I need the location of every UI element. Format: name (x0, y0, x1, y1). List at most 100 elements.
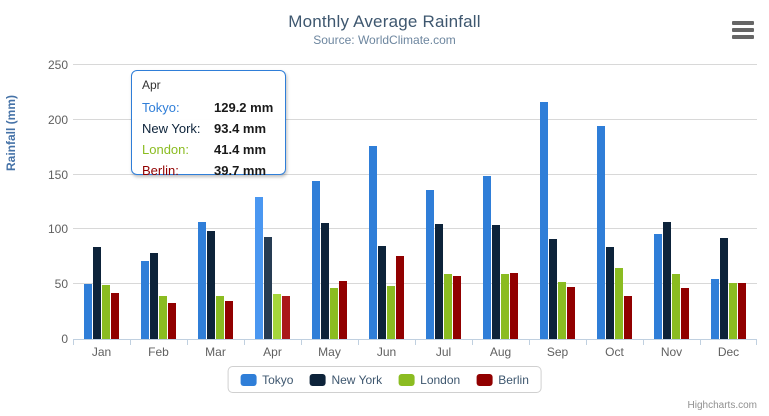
column-london-dec[interactable] (729, 282, 737, 339)
column-new-york-jan[interactable] (93, 247, 101, 339)
y-axis-label: 200 (47, 112, 68, 127)
x-axis-label-may: May (318, 345, 341, 359)
legend-label: Berlin (498, 372, 529, 387)
column-new-york-aug[interactable] (492, 224, 500, 339)
y-axis-label: 150 (47, 167, 68, 182)
gridline (73, 64, 757, 65)
column-new-york-nov[interactable] (663, 222, 671, 339)
bar-group-oct (586, 65, 643, 339)
tooltip-header: Apr (142, 78, 161, 92)
x-axis-tick (529, 340, 530, 345)
x-axis-label-jul: Jul (435, 345, 452, 359)
x-axis-tick (700, 340, 701, 345)
column-new-york-sep[interactable] (549, 239, 557, 339)
column-tokyo-jan[interactable] (84, 284, 92, 339)
column-berlin-may[interactable] (339, 281, 347, 339)
bar-group-dec (700, 65, 757, 339)
column-tokyo-dec[interactable] (711, 279, 719, 339)
legend-label: New York (331, 372, 383, 387)
y-axis-label: 0 (61, 332, 68, 346)
column-new-york-may[interactable] (321, 222, 329, 339)
x-axis-label-dec: Dec (717, 345, 740, 359)
x-axis-tick (586, 340, 587, 345)
column-new-york-mar[interactable] (207, 231, 215, 339)
tooltip-series-label: New York: (142, 121, 201, 136)
column-tokyo-aug[interactable] (483, 176, 491, 339)
y-axis-label: 250 (47, 58, 68, 72)
tooltip-row: New York: 93.4 mm (142, 118, 275, 139)
bar-group-apr (244, 65, 301, 339)
tooltip: Apr Tokyo: 129.2 mm New York: 93.4 mm London… (131, 70, 286, 178)
gridline (73, 118, 757, 120)
x-axis-tick (358, 340, 359, 345)
x-axis-tick (244, 340, 245, 345)
column-berlin-dec[interactable] (738, 283, 746, 339)
column-london-sep[interactable] (558, 281, 566, 339)
column-berlin-jul[interactable] (453, 276, 461, 339)
legend-item-tokyo[interactable]: Tokyo (240, 373, 293, 387)
x-axis-tick (187, 340, 188, 345)
column-new-york-oct[interactable] (606, 247, 614, 339)
column-berlin-oct[interactable] (624, 296, 632, 339)
legend-item-berlin[interactable]: Berlin (476, 373, 529, 387)
column-berlin-jan[interactable] (111, 292, 119, 339)
legend-item-new-york[interactable]: New York (309, 373, 382, 387)
tooltip-series-value: 129.2 mm (214, 100, 274, 115)
export-menu-button[interactable] (730, 19, 756, 41)
bar-group-mar (187, 65, 244, 339)
column-berlin-nov[interactable] (681, 287, 689, 339)
bar-group-may (301, 65, 358, 339)
x-axis-label-nov: Nov (660, 345, 683, 359)
tooltip-series-value: 39.7 mm (214, 163, 267, 178)
hamburger-icon (732, 35, 754, 39)
column-london-apr[interactable] (273, 293, 281, 339)
column-tokyo-feb[interactable] (141, 260, 149, 339)
column-tokyo-apr[interactable] (255, 197, 263, 339)
bar-group-jun (358, 65, 415, 339)
column-london-may[interactable] (330, 287, 338, 339)
column-berlin-apr[interactable] (282, 295, 290, 339)
hamburger-icon (732, 21, 754, 25)
column-london-mar[interactable] (216, 295, 224, 339)
tooltip-series-label: Berlin: (142, 163, 179, 178)
column-berlin-mar[interactable] (225, 301, 233, 339)
column-berlin-jun[interactable] (396, 256, 404, 339)
column-berlin-sep[interactable] (567, 286, 575, 339)
tooltip-row: Berlin: 39.7 mm (142, 160, 275, 181)
column-london-jan[interactable] (102, 285, 110, 339)
column-tokyo-nov[interactable] (654, 234, 662, 339)
bar-group-jan (73, 65, 130, 339)
column-london-nov[interactable] (672, 274, 680, 339)
column-new-york-feb[interactable] (150, 252, 158, 339)
column-tokyo-oct[interactable] (597, 126, 605, 339)
column-tokyo-sep[interactable] (540, 101, 548, 339)
x-axis-label-mar: Mar (205, 345, 226, 359)
x-axis-label-oct: Oct (605, 345, 624, 359)
column-tokyo-may[interactable] (312, 181, 320, 339)
column-new-york-jun[interactable] (378, 246, 386, 339)
column-tokyo-jul[interactable] (426, 190, 434, 339)
column-london-aug[interactable] (501, 273, 509, 339)
column-berlin-feb[interactable] (168, 302, 176, 339)
gridline (73, 173, 757, 175)
column-tokyo-jun[interactable] (369, 146, 377, 339)
column-london-jul[interactable] (444, 274, 452, 339)
column-london-jun[interactable] (387, 286, 395, 339)
x-axis-label-sep: Sep (546, 345, 569, 359)
legend-item-london[interactable]: London (398, 373, 460, 387)
hamburger-icon (732, 28, 754, 32)
column-new-york-dec[interactable] (720, 237, 728, 339)
plot-area (73, 64, 757, 345)
column-berlin-aug[interactable] (510, 272, 518, 339)
credits-link[interactable]: Highcharts.com (687, 400, 757, 411)
column-new-york-jul[interactable] (435, 223, 443, 339)
legend-symbol-icon (398, 373, 415, 386)
column-new-york-apr[interactable] (264, 236, 272, 339)
tooltip-series-label: London: (142, 142, 189, 157)
column-london-feb[interactable] (159, 296, 167, 339)
y-axis-label: 50 (54, 277, 68, 292)
column-tokyo-mar[interactable] (198, 222, 206, 339)
column-london-oct[interactable] (615, 267, 623, 339)
x-axis-label-apr: Apr (263, 345, 282, 359)
